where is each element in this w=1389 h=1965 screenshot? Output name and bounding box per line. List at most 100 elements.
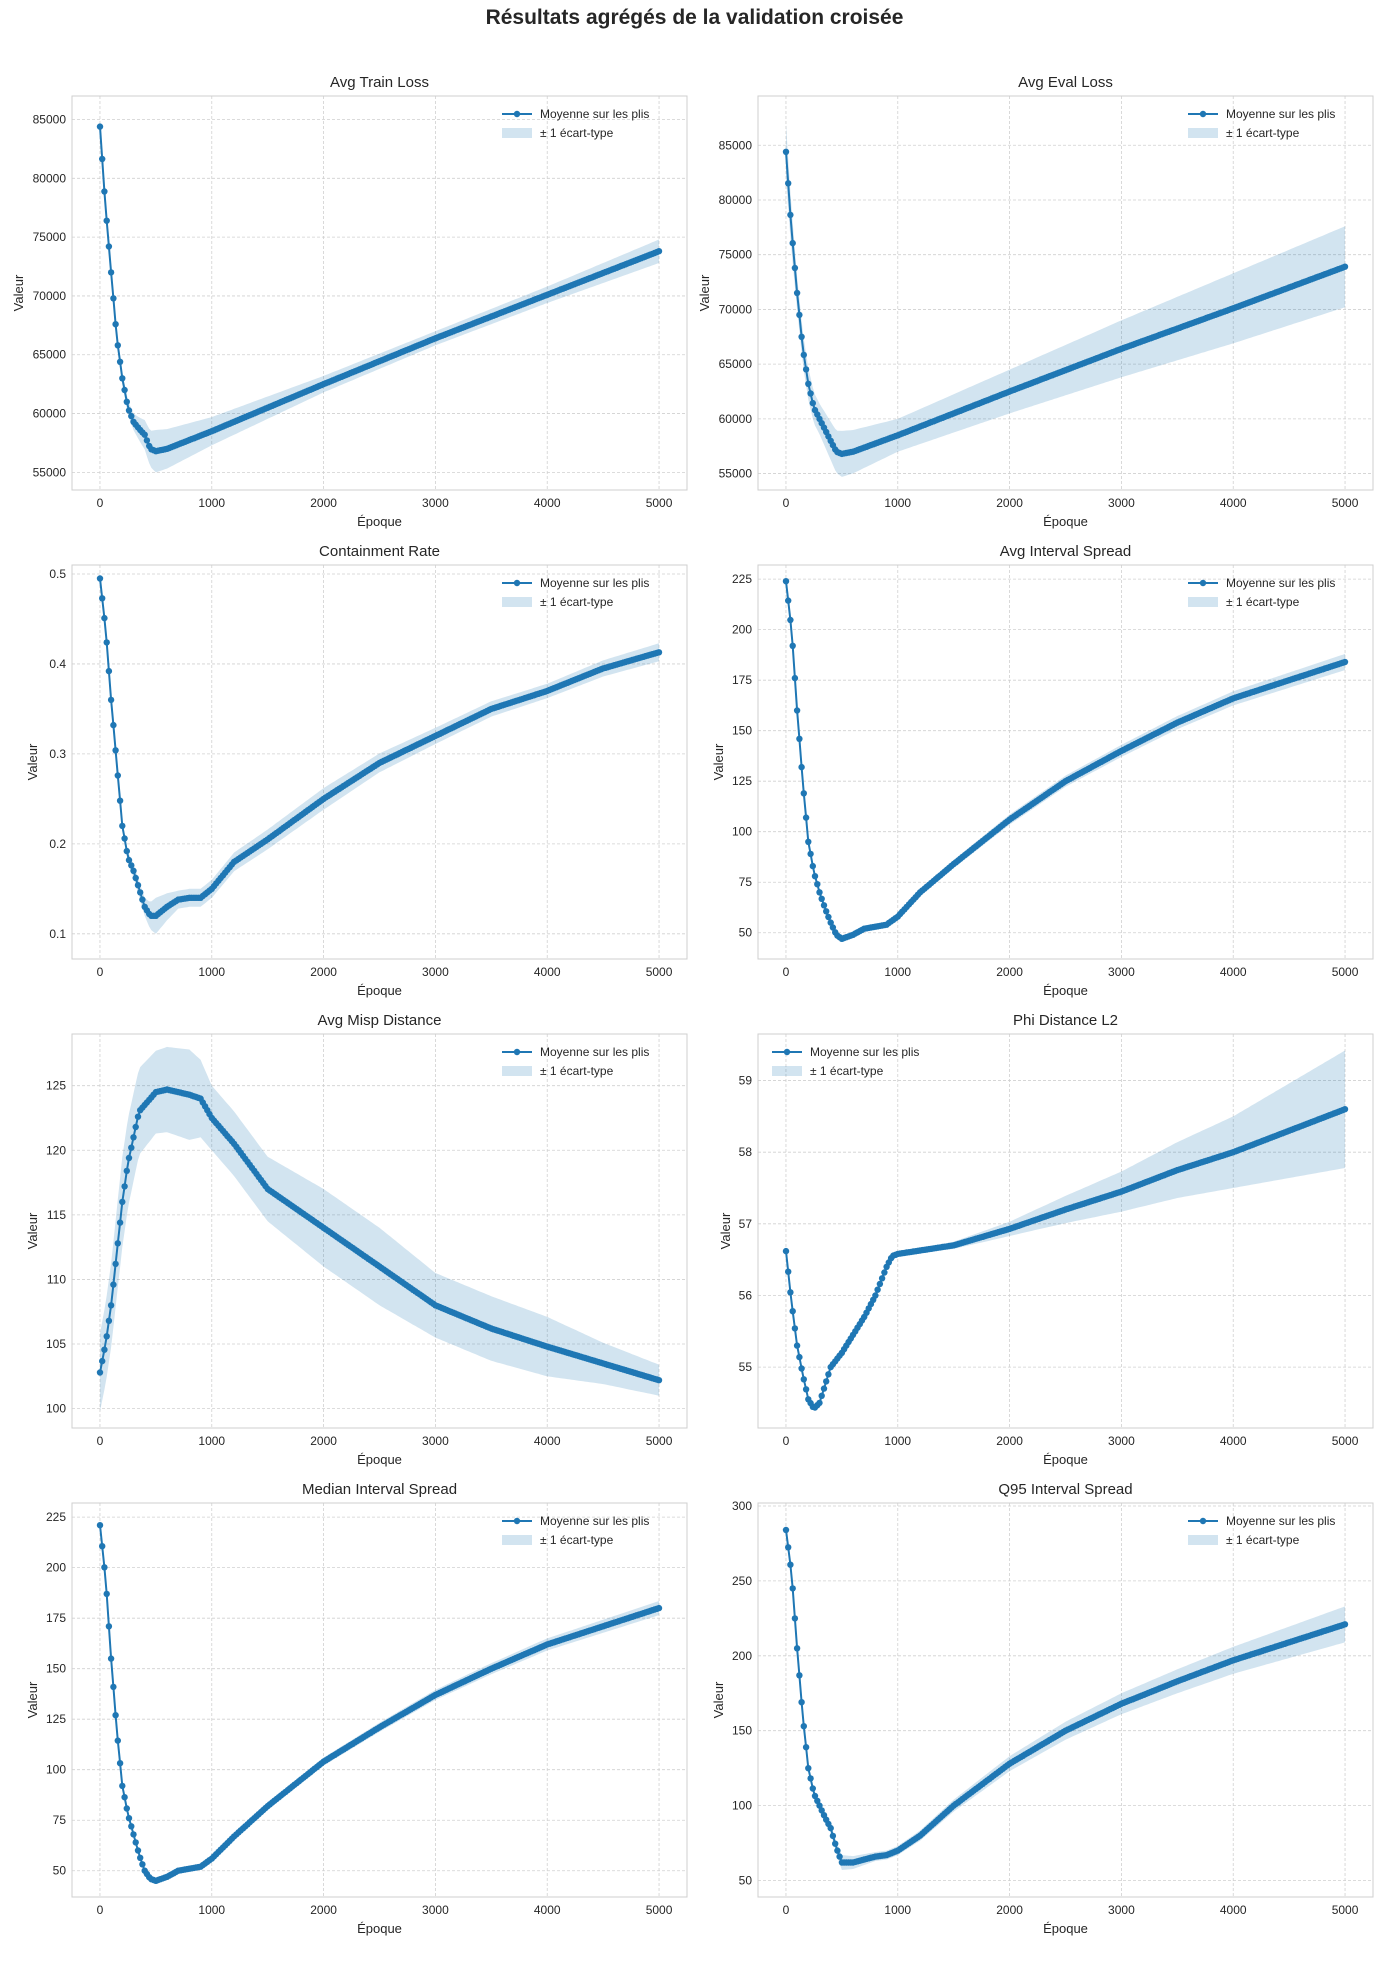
- mean-point: [827, 1824, 834, 1832]
- mean-point: [827, 919, 834, 926]
- mean-point: [787, 1289, 794, 1296]
- x-tick-label: 4000: [534, 1903, 561, 1917]
- mean-point: [114, 1240, 121, 1247]
- mean-point: [137, 1854, 144, 1861]
- mean-point: [112, 321, 119, 328]
- y-tick-label: 0.3: [49, 747, 66, 761]
- mean-point: [793, 289, 801, 297]
- mean-point: [130, 1831, 137, 1838]
- mean-point: [809, 1785, 816, 1792]
- mean-point: [130, 867, 137, 874]
- mean-point: [114, 1737, 121, 1744]
- mean-point: [112, 1260, 119, 1268]
- mean-point: [796, 735, 803, 742]
- x-tick-label: 5000: [1332, 965, 1359, 979]
- legend-label-std: ± 1 écart-type: [540, 126, 614, 140]
- mean-point: [128, 1823, 135, 1830]
- x-tick-label: 1000: [884, 496, 911, 510]
- gridlines: [758, 565, 1373, 959]
- mean-point: [103, 1333, 110, 1340]
- gridlines: [72, 1034, 687, 1428]
- mean-point: [119, 822, 126, 830]
- gridlines: [758, 1034, 1373, 1428]
- y-tick-label: 75: [53, 1813, 67, 1827]
- axes-frame: [757, 1033, 1374, 1429]
- x-tick-label: 3000: [422, 496, 449, 510]
- mean-point: [125, 407, 133, 414]
- x-tick-label: 3000: [1108, 496, 1135, 510]
- mean-point: [103, 1590, 110, 1598]
- mean-point: [874, 1286, 881, 1293]
- mean-point: [793, 1645, 801, 1652]
- mean-point: [789, 239, 796, 247]
- y-tick-label: 200: [732, 1649, 752, 1663]
- mean-point: [134, 1847, 142, 1854]
- y-tick-label: 0.2: [49, 837, 66, 851]
- mean-point: [814, 1797, 821, 1804]
- std-band: [786, 1050, 1345, 1408]
- legend-band-swatch: [1188, 597, 1218, 607]
- mean-point: [96, 1522, 104, 1529]
- mean-point: [787, 1561, 794, 1568]
- y-tick-label: 50: [739, 1874, 753, 1888]
- legend-label-mean: Moyenne sur les plis: [540, 1045, 649, 1059]
- mean-point: [782, 1526, 790, 1534]
- mean-line: [785, 581, 1346, 940]
- y-tick-label: 70000: [719, 302, 753, 316]
- mean-point: [128, 862, 135, 869]
- legend-label-mean: Moyenne sur les plis: [1226, 1514, 1335, 1528]
- y-tick-label: 75: [739, 875, 753, 889]
- x-tick-label: 1000: [884, 965, 911, 979]
- x-tick-label: 0: [783, 496, 790, 510]
- mean-point: [116, 1760, 124, 1767]
- y-tick-label: 300: [732, 1499, 752, 1513]
- y-tick-label: 56: [739, 1288, 753, 1302]
- mean-point: [796, 311, 803, 319]
- panel-title: Containment Rate: [319, 543, 440, 560]
- axes-frame: [71, 1033, 688, 1429]
- axes-frame: [71, 95, 688, 491]
- mean-point: [809, 862, 816, 870]
- mean-point: [101, 1346, 108, 1353]
- x-tick-label: 4000: [534, 965, 561, 979]
- mean-point: [99, 1357, 106, 1365]
- x-tick-label: 5000: [646, 1903, 673, 1917]
- y-tick-label: 225: [732, 572, 752, 586]
- mean-point: [807, 390, 814, 397]
- mean-point: [107, 1302, 115, 1309]
- y-tick-label: 55: [739, 1360, 753, 1374]
- mean-point: [105, 667, 113, 675]
- legend-marker: [1199, 1517, 1207, 1525]
- legend-band-swatch: [502, 1535, 532, 1545]
- y-tick-label: 55000: [33, 465, 67, 479]
- x-axis-label: Époque: [1043, 514, 1088, 529]
- mean-point: [800, 790, 807, 797]
- y-tick-label: 70000: [33, 289, 67, 303]
- gridlines: [72, 565, 687, 959]
- legend-band-swatch: [502, 597, 532, 607]
- gridlines: [72, 1503, 687, 1897]
- legend-marker: [1199, 110, 1207, 118]
- y-tick-label: 57: [739, 1217, 753, 1231]
- mean-point: [811, 1792, 819, 1800]
- y-tick-label: 100: [732, 825, 752, 839]
- std-band: [786, 1528, 1345, 1870]
- legend-label-mean: Moyenne sur les plis: [540, 576, 649, 590]
- panel-title: Avg Train Loss: [330, 74, 429, 91]
- y-tick-label: 80000: [33, 171, 67, 185]
- mean-point: [800, 1376, 807, 1383]
- x-tick-label: 0: [97, 1434, 104, 1448]
- y-tick-label: 0.1: [49, 927, 66, 941]
- x-tick-label: 1000: [198, 1434, 225, 1448]
- x-tick-label: 2000: [996, 965, 1023, 979]
- legend-label-std: ± 1 écart-type: [540, 1533, 614, 1547]
- mean-markers: [782, 1526, 1349, 1866]
- mean-point: [101, 1564, 108, 1571]
- mean-point: [110, 1281, 117, 1288]
- mean-point: [805, 1765, 812, 1772]
- legend-band-swatch: [1188, 1535, 1218, 1545]
- x-tick-label: 0: [783, 1903, 790, 1917]
- mean-point: [128, 1144, 135, 1151]
- y-tick-label: 175: [732, 673, 752, 687]
- legend: Moyenne sur les plis ± 1 écart-type: [1188, 576, 1335, 609]
